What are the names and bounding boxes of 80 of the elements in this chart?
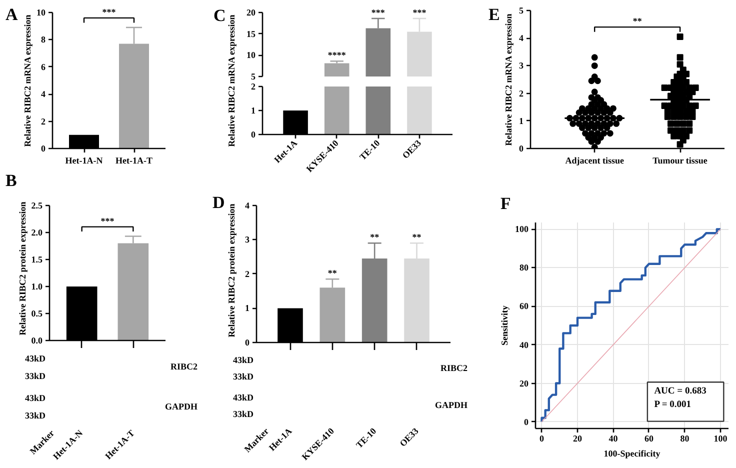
annotation: P = 0.001 xyxy=(654,400,692,410)
y-tick-label: 10 xyxy=(36,8,46,18)
x-tick-label: Het-1A-T xyxy=(116,156,153,166)
y-tick-label: 60 xyxy=(520,301,529,312)
chart-title: B xyxy=(6,171,17,190)
y-tick-label: 3 xyxy=(519,60,524,71)
y-tick-label: 0.0 xyxy=(31,336,43,346)
x-tick-label: 80 xyxy=(680,434,690,444)
y-tick-label: 0 xyxy=(524,416,529,427)
y-axis-title: Relative RIBC2 protein expression xyxy=(18,202,28,336)
annotation: ** xyxy=(412,232,422,242)
y-tick-label: 1 xyxy=(519,116,524,126)
y-tick-label: 0 xyxy=(251,130,256,140)
y-tick-label: 20 xyxy=(246,8,256,18)
y-axis-title: Sensitivity xyxy=(500,305,510,346)
x-tick-label: 20 xyxy=(572,434,582,444)
annotation: *** xyxy=(102,6,116,17)
y-tick-label: 5 xyxy=(251,72,256,82)
y-tick-label: 20 xyxy=(520,378,529,388)
y-tick-label: 1 xyxy=(245,303,250,314)
x-tick-label: 40 xyxy=(608,434,618,444)
annotation: *** xyxy=(371,7,386,18)
y-tick-label: 4 xyxy=(245,200,250,210)
text: 43kD xyxy=(232,354,254,365)
y-axis-title: Relative RIBC2 protein expression xyxy=(226,204,236,338)
x-tick-label: 60 xyxy=(644,434,654,444)
y-axis-title: Relative RIBC2 mRNA expression xyxy=(22,14,32,147)
chart-title: D xyxy=(212,193,225,212)
y-tick-label: 2.0 xyxy=(31,228,43,238)
annotation: **** xyxy=(328,50,346,60)
y-tick-label: 1.5 xyxy=(31,254,43,264)
text: GAPDH xyxy=(165,401,198,412)
x-axis-title: 100-Specificity xyxy=(604,448,661,458)
y-tick-label: 15 xyxy=(246,28,256,39)
y-tick-label: 0 xyxy=(245,338,250,348)
y-tick-label: 2 xyxy=(245,268,250,279)
y-tick-label: 1.0 xyxy=(31,282,43,292)
y-tick-label: 3 xyxy=(245,234,250,245)
x-tick-label: 100 xyxy=(714,434,728,444)
x-tick-label: Adjacent tissue xyxy=(565,156,624,166)
x-tick-label: Tumour tissue xyxy=(652,156,708,166)
text: 43kD xyxy=(24,392,46,403)
text: RIBC2 xyxy=(440,362,468,373)
text: 33kD xyxy=(232,371,254,382)
y-tick-label: 40 xyxy=(520,340,529,350)
annotation: *** xyxy=(412,7,427,18)
annotation: ** xyxy=(370,232,380,242)
annotation: ** xyxy=(328,268,338,278)
y-tick-label: 2 xyxy=(41,116,46,126)
chart-title: F xyxy=(500,194,511,213)
text: 33kD xyxy=(24,370,46,381)
y-tick-label: 100 xyxy=(515,224,529,234)
text: RIBC2 xyxy=(170,362,198,372)
y-tick-label: 4 xyxy=(41,89,46,100)
text: GAPDH xyxy=(435,400,468,410)
y-tick-label: 1 xyxy=(251,106,256,116)
chart-title: A xyxy=(6,5,18,24)
annotation: *** xyxy=(100,216,115,226)
x-tick-label: Het-1A-N xyxy=(65,156,104,166)
y-tick-label: 10 xyxy=(246,50,256,60)
text: 43kD xyxy=(232,392,254,402)
y-tick-label: 2 xyxy=(251,82,256,92)
y-tick-label: 80 xyxy=(520,262,529,273)
annotation: ** xyxy=(632,16,642,26)
y-tick-label: 0.5 xyxy=(31,308,43,318)
text: 33kD xyxy=(24,410,46,420)
x-tick-label: 0 xyxy=(540,434,545,444)
y-axis-title: Relative RIBC2 mRNA expression xyxy=(504,14,514,146)
chart-title: C xyxy=(214,6,226,25)
y-tick-label: 4 xyxy=(519,33,524,44)
text: 43kD xyxy=(24,353,46,364)
y-tick-label: 2.5 xyxy=(31,200,43,210)
y-tick-label: 5 xyxy=(519,6,524,16)
y-tick-label: 8 xyxy=(41,34,46,45)
y-tick-label: 6 xyxy=(41,62,46,72)
y-axis-title: Relative RIBC2 mRNA expression xyxy=(226,14,236,147)
chart-title: E xyxy=(488,5,500,24)
text: 33kD xyxy=(232,408,254,419)
annotation: AUC = 0.683 xyxy=(654,386,707,396)
y-tick-label: 2 xyxy=(519,88,524,98)
